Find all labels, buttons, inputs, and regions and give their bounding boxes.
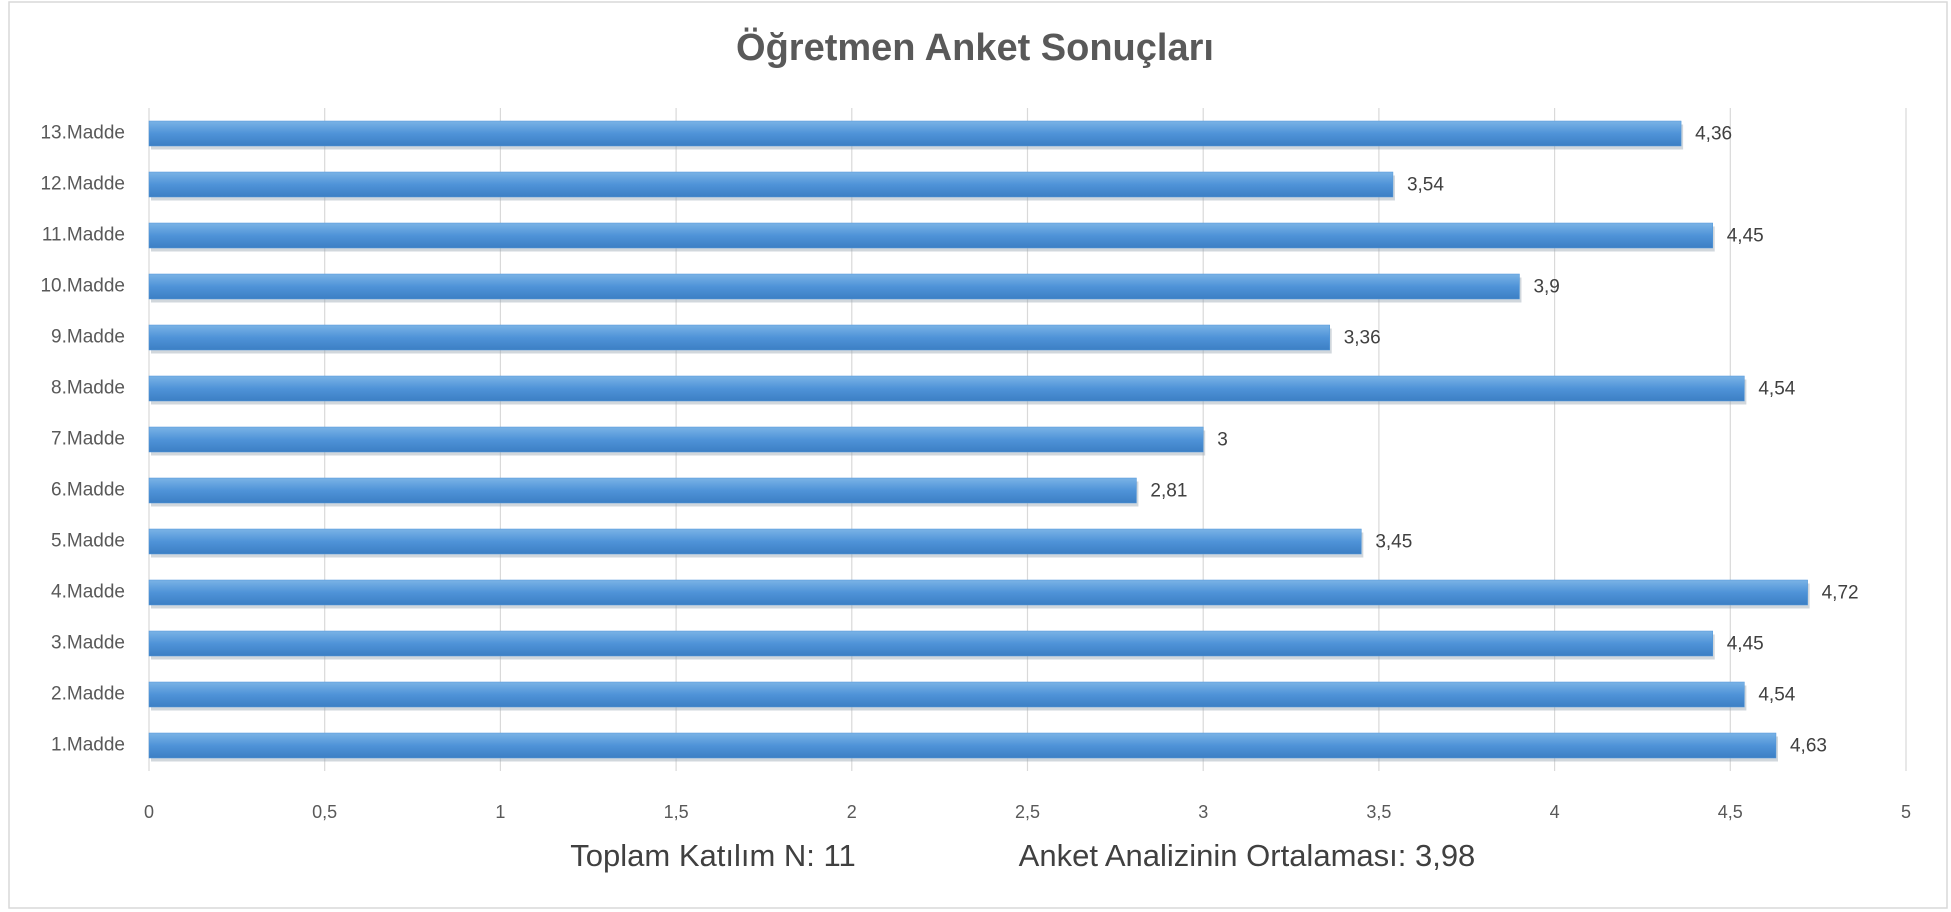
y-tick-label: 1.Madde xyxy=(51,735,125,756)
y-tick-label: 6.Madde xyxy=(51,480,125,501)
bar xyxy=(148,579,1808,606)
value-label: 3 xyxy=(1217,430,1228,451)
annotation: Anket Analizinin Ortalaması: 3,98 xyxy=(1019,838,1476,873)
x-tick-label: 5 xyxy=(1901,802,1911,822)
y-tick-label: 8.Madde xyxy=(51,378,125,399)
bar xyxy=(148,171,1394,198)
x-tick-label: 4,5 xyxy=(1718,802,1743,822)
y-tick-label: 9.Madde xyxy=(51,327,125,348)
y-tick-label: 12.Madde xyxy=(40,174,125,195)
x-tick-label: 2,5 xyxy=(1015,802,1040,822)
x-tick-label: 3,5 xyxy=(1366,802,1391,822)
bar xyxy=(148,732,1777,759)
value-label: 4,54 xyxy=(1758,379,1795,400)
y-tick-label: 11.Madde xyxy=(42,225,125,246)
bar xyxy=(148,273,1520,300)
y-tick-label: 10.Madde xyxy=(40,276,125,297)
value-label: 2,81 xyxy=(1150,481,1187,502)
value-label: 3,45 xyxy=(1375,532,1412,553)
bar xyxy=(148,324,1330,351)
x-tick-label: 3 xyxy=(1198,802,1208,822)
bar xyxy=(148,222,1713,249)
bar xyxy=(148,426,1204,453)
bar xyxy=(148,375,1745,402)
x-tick-label: 0,5 xyxy=(312,802,337,822)
bar xyxy=(148,630,1713,657)
annotation: Toplam Katılım N: 11 xyxy=(570,838,855,873)
y-tick-label: 4.Madde xyxy=(51,582,125,603)
value-label: 4,45 xyxy=(1727,226,1764,247)
x-tick-label: 0 xyxy=(144,802,154,822)
y-tick-label: 3.Madde xyxy=(51,633,125,654)
x-tick-label: 1,5 xyxy=(664,802,689,822)
y-tick-label: 13.Madde xyxy=(40,123,125,144)
bar xyxy=(148,120,1682,147)
bar xyxy=(148,477,1137,504)
value-label: 4,45 xyxy=(1727,634,1764,655)
y-tick-label: 5.Madde xyxy=(51,531,125,552)
value-label: 3,54 xyxy=(1407,175,1444,196)
y-tick-label: 2.Madde xyxy=(51,684,125,705)
bar xyxy=(148,681,1745,708)
value-label: 4,36 xyxy=(1695,124,1732,145)
value-label: 4,72 xyxy=(1822,583,1859,604)
chart-title: Öğretmen Anket Sonuçları xyxy=(736,26,1214,69)
x-tick-label: 4 xyxy=(1550,802,1560,822)
value-label: 4,54 xyxy=(1758,685,1795,706)
value-label: 3,36 xyxy=(1344,328,1381,349)
x-tick-label: 2 xyxy=(847,802,857,822)
value-label: 4,63 xyxy=(1790,736,1827,757)
bar xyxy=(148,528,1362,555)
value-label: 3,9 xyxy=(1533,277,1559,298)
y-tick-label: 7.Madde xyxy=(51,429,125,450)
x-tick-label: 1 xyxy=(495,802,505,822)
